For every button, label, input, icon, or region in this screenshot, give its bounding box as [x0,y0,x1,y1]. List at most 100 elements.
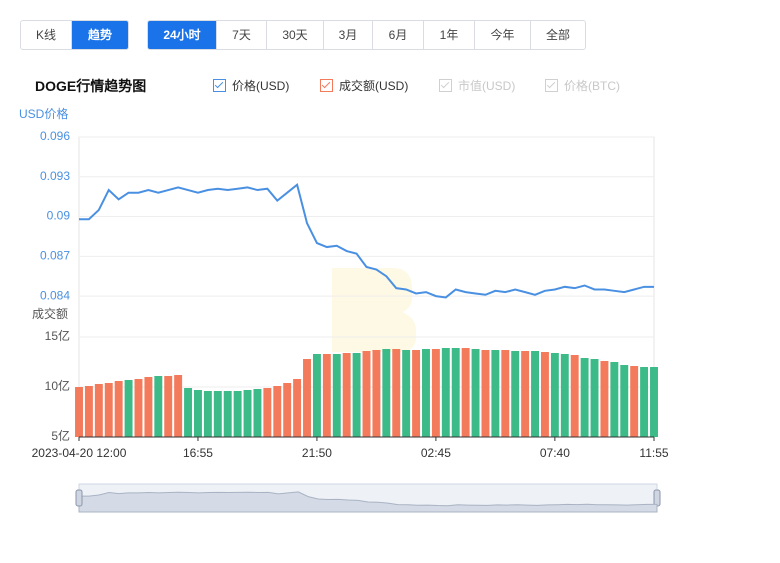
volume-bar [322,354,331,437]
y-axis-label: USD价格 [19,106,68,121]
legend-checkbox[interactable] [439,79,452,92]
volume-bar [491,350,500,437]
volume-bar [550,353,559,437]
y-tick-label: 5亿 [51,428,70,443]
volume-bar [312,354,321,437]
volume-bar [124,380,133,437]
navigator-handle[interactable] [75,489,83,507]
range-tab[interactable]: 7天 [217,21,267,49]
volume-bar [243,390,252,437]
range-tab[interactable]: 6月 [373,21,424,49]
range-tab[interactable]: 1年 [424,21,475,49]
legend-item[interactable]: 市值(USD) [439,77,515,94]
volume-bar [382,349,391,437]
volume-bar [471,349,480,437]
volume-bar [84,386,93,437]
range-tab[interactable]: 30天 [267,21,324,49]
y-tick-label: 0.087 [40,249,70,263]
volume-bar [154,376,163,437]
legend-label: 价格(USD) [232,79,290,93]
volume-bar [223,391,232,437]
volume-bar [342,353,351,437]
range-tab[interactable]: 全部 [545,28,570,42]
volume-bar [75,387,83,437]
volume-bar [640,367,649,437]
volume-bar [392,349,401,437]
volume-bar [570,355,579,437]
volume-bar [620,365,629,437]
x-tick-label: 21:50 [302,446,332,460]
legend-checkbox[interactable] [545,79,558,92]
navigator-handle[interactable] [653,489,661,507]
volume-bar [144,377,153,437]
y-tick-label: 15亿 [45,328,70,343]
volume-bar [501,350,510,437]
range-tabs: 24小时 7天 30天 3月 6月 1年 今年 全部 [147,20,586,50]
volume-bar [560,354,569,437]
legend-item[interactable]: 成交额(USD) [320,77,408,94]
volume-bar [600,361,609,437]
range-tab[interactable]: 3月 [324,21,373,49]
legend-checkbox[interactable] [320,79,333,92]
x-tick-label: 16:55 [183,446,213,460]
navigator-line [78,491,658,513]
volume-bar [531,351,539,437]
volume-bar [580,358,589,437]
volume-bar [590,359,599,437]
range-tab[interactable]: 24小时 [148,21,217,49]
x-tick-label: 2023-04-20 12:00 [32,446,127,460]
y-tick-label: 0.09 [47,209,71,223]
volume-bar [431,349,440,437]
volume-bar [104,383,113,437]
view-tab[interactable]: K线 [21,21,72,49]
volume-bar [451,348,460,437]
volume-bar [630,366,639,437]
view-tab[interactable]: 趋势 [72,21,128,49]
volume-bar [273,386,282,437]
volume-bar [283,383,292,437]
volume-bar [253,389,262,437]
volume-bar [164,376,173,437]
legend-label: 市值(USD) [458,79,516,93]
y-tick-label: 0.096 [40,129,70,143]
volume-bar [610,362,619,437]
volume-bar [481,350,490,437]
y-tick-label: 10亿 [45,378,70,393]
legend-item[interactable]: 价格(BTC) [545,77,620,94]
y-axis-label: 成交额 [32,306,68,321]
volume-bar [441,348,450,437]
x-tick-label: 02:45 [421,446,451,460]
legend-item[interactable]: 价格(USD) [213,77,289,94]
volume-bar [94,384,103,437]
volume-bar [174,375,183,437]
x-tick-label: 11:55 [639,446,668,460]
volume-bar [332,354,341,437]
volume-bar [263,388,272,437]
legend-label: 成交额(USD) [339,79,409,93]
x-tick-label: 07:40 [540,446,570,460]
volume-bar [412,350,421,437]
y-tick-label: 0.084 [40,288,70,302]
y-tick-label: 0.093 [40,169,70,183]
volume-bar [521,351,530,437]
watermark [332,268,416,352]
volume-bar [372,350,381,437]
volume-bar [233,391,242,437]
volume-bar [114,381,123,437]
volume-bar [362,351,371,437]
chart-heading: DOGE行情趋势图 [35,78,147,94]
volume-bar [402,350,411,437]
volume-bar [213,391,222,437]
volume-bar [184,388,193,437]
range-tab[interactable]: 今年 [475,21,531,49]
volume-bar [461,348,470,437]
volume-bar [134,379,143,437]
volume-bar [303,359,311,437]
view-tabs: K线 趋势 [20,20,129,50]
price-line [79,182,654,299]
legend-checkbox[interactable] [213,79,226,92]
volume-bar [540,352,549,437]
volume-bar [422,349,430,437]
